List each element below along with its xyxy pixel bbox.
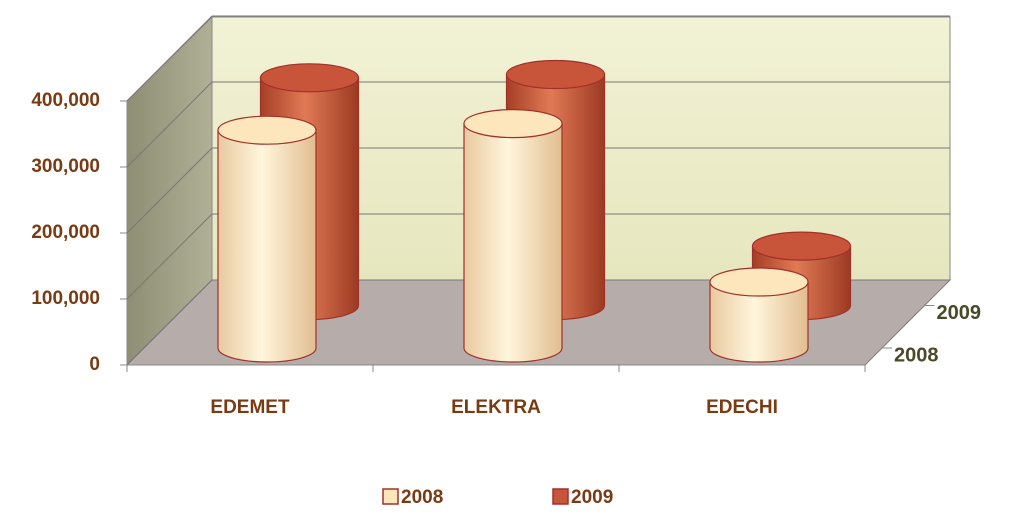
x-tick-label: EDECHI (706, 397, 778, 418)
cylinder (217, 129, 317, 363)
legend-swatch (382, 488, 399, 505)
y-tick-label: 100,000 (31, 288, 100, 309)
plot (126, 15, 950, 366)
y-tick-label: 400,000 (31, 90, 100, 111)
legend-label: 2009 (571, 487, 613, 508)
cylinder-top (463, 108, 563, 139)
grid-line (126, 213, 213, 300)
grid-line (126, 279, 213, 366)
y-tick-label: 0 (89, 354, 100, 375)
y-tick-label: 300,000 (31, 156, 100, 177)
cylinder-top (505, 59, 606, 90)
depth-axis (864, 279, 951, 366)
cylinder-top (709, 267, 809, 297)
depth-label: 2009 (937, 302, 982, 324)
y-tick-label: 200,000 (31, 222, 100, 243)
depth-label: 2008 (894, 344, 939, 366)
cylinder (709, 281, 809, 363)
x-tick-label: EDEMET (210, 397, 290, 418)
cylinder-top (217, 115, 317, 145)
legend-label: 2008 (401, 487, 443, 508)
cylinder (463, 123, 563, 363)
grid-line (126, 15, 213, 102)
cylinder-top (751, 231, 852, 261)
legend-swatch (552, 488, 569, 505)
grid-line (126, 147, 213, 234)
grid-line (126, 81, 213, 168)
cylinder-top (259, 63, 360, 93)
x-tick-label: ELEKTRA (451, 397, 541, 418)
